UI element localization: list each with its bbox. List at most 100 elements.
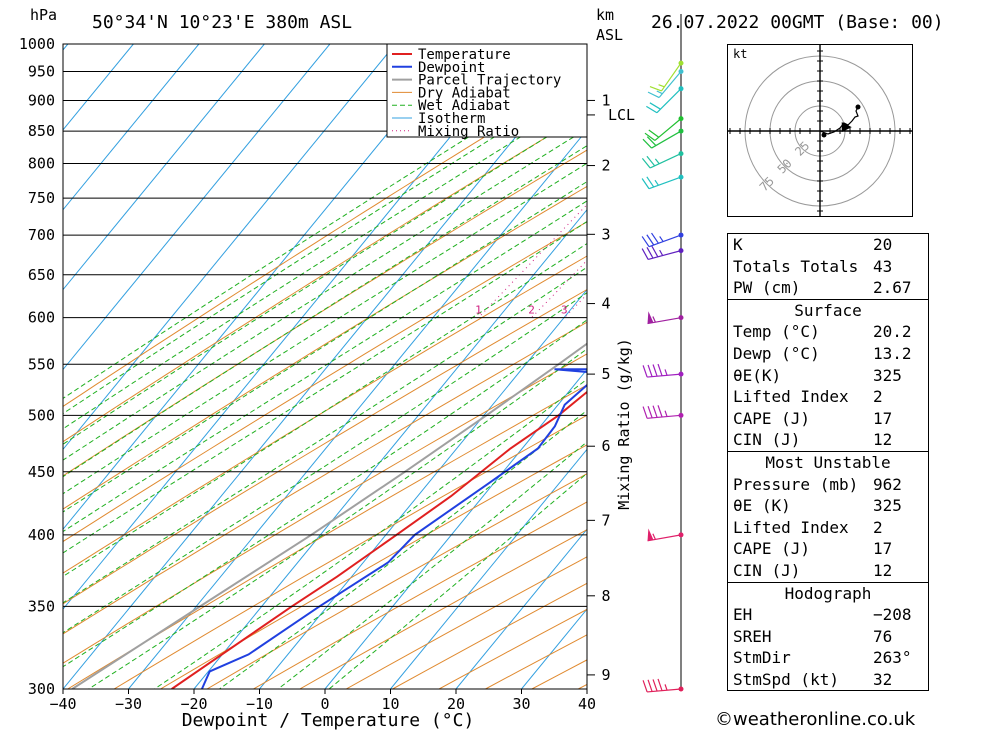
- wind-barb-full: [646, 136, 657, 146]
- section-title: Surface: [794, 300, 862, 320]
- isotherm-line: [0, 44, 2, 689]
- isotherm-line: [390, 448, 587, 689]
- param-row: StmSpd (kt) 32: [728, 669, 928, 691]
- param-row: CIN (J) 12: [728, 429, 928, 451]
- params-main: K 20 Totals Totals 43 PW (cm) 2.67: [728, 234, 928, 299]
- params-hodograph: Hodograph EH −208 SREH 76 StmDir 263° StmSpd (k…: [728, 581, 928, 691]
- wind-barb-full: [651, 232, 659, 244]
- mixing-ratio-axis-label: Mixing Ratio (g/kg): [615, 338, 633, 510]
- wet-adiabat: [88, 348, 587, 689]
- pressure-tick-label: 1000: [19, 35, 55, 53]
- param-row: CAPE (J) 17: [728, 538, 928, 560]
- wind-barb-staff: [647, 373, 682, 378]
- km-tick-label: 3: [601, 225, 610, 243]
- wind-barb: [641, 151, 684, 169]
- series-temperature: [171, 390, 587, 689]
- wind-barb-half: [656, 90, 663, 95]
- wind-barb-full: [642, 406, 648, 419]
- km-tick-label: 2: [601, 157, 610, 175]
- isotherm-line: [63, 44, 527, 610]
- param-row: Dewp (°C) 13.2: [728, 343, 928, 365]
- legend-entry: Mixing Ratio: [418, 124, 519, 140]
- wind-barb-full: [644, 132, 656, 141]
- param-row: θE(K) 325: [728, 365, 928, 387]
- wind-barb-staff: [658, 71, 682, 98]
- wind-barb-flag: [647, 528, 654, 541]
- pressure-tick-label: 600: [28, 309, 55, 327]
- wind-barb-half: [652, 316, 656, 323]
- wind-barb-staff: [651, 130, 682, 149]
- wet-adiabat: [328, 472, 587, 689]
- dry-adiabat: [113, 414, 587, 689]
- param-row: CAPE (J) 17: [728, 408, 928, 430]
- hodograph-ring-label: 75: [757, 174, 777, 194]
- wind-barb: [644, 116, 684, 141]
- wind-barb-full: [649, 102, 661, 110]
- param-value: 17: [873, 408, 893, 428]
- wind-barb-staff: [647, 317, 682, 325]
- param-value: 325: [873, 365, 902, 385]
- wind-barb-full: [641, 157, 651, 169]
- wind-barb-full: [641, 236, 650, 248]
- wet-adiabat: [63, 292, 587, 634]
- legend-box: [386, 43, 588, 138]
- datetime-title: 26.07.2022 00GMT (Base: 00): [651, 12, 944, 33]
- wind-barb: [641, 245, 684, 260]
- param-row: EH −208: [728, 604, 928, 626]
- param-key: Pressure (mb): [733, 474, 859, 494]
- dry-adiabat: [252, 501, 587, 689]
- wind-barb-full: [641, 178, 650, 190]
- param-row: CIN (J) 12: [728, 560, 928, 582]
- isotherm-line: [324, 368, 587, 689]
- param-key: Lifted Index: [733, 517, 849, 537]
- legend-entry: Dewpoint: [418, 60, 485, 76]
- isotherm-line: [63, 44, 462, 531]
- wet-adiabat: [63, 78, 587, 415]
- param-row: StmDir 263°: [728, 647, 928, 669]
- wind-barb-half: [654, 179, 659, 186]
- param-row: θE (K) 325: [728, 495, 928, 517]
- hodograph-panel: 25 50 75 kt: [727, 40, 913, 222]
- isotherm-line: [63, 44, 134, 131]
- hodograph-ring-label: 50: [775, 156, 795, 176]
- wind-barb-full: [657, 363, 663, 376]
- param-key: θE(K): [733, 365, 782, 385]
- param-value: 12: [873, 430, 893, 450]
- param-value: 2.67: [873, 278, 912, 298]
- wind-barb-half: [659, 236, 664, 242]
- isotherm-line: [63, 44, 331, 371]
- parameters-table: K 20 Totals Totals 43 PW (cm) 2.67 Surface Temp…: [727, 233, 929, 692]
- legend-entry: Wet Adiabat: [418, 98, 511, 114]
- series-dewpoint: [200, 368, 587, 689]
- hodograph-ring-label: 25: [792, 139, 812, 159]
- km-tick-label: 8: [601, 587, 610, 605]
- pressure-tick-label: 800: [28, 155, 55, 173]
- param-key: K: [733, 235, 743, 254]
- km-tick-label: 6: [601, 437, 610, 455]
- pressure-tick-label: 700: [28, 226, 55, 244]
- wind-barb-half: [659, 249, 664, 256]
- param-value: 43: [873, 256, 893, 276]
- km-unit: km: [596, 6, 615, 24]
- isotherm-line: [63, 49, 587, 689]
- param-value: 17: [873, 539, 893, 559]
- param-value: 20: [873, 235, 893, 254]
- wind-barb: [647, 68, 684, 99]
- km-tick-label: 5: [601, 365, 610, 383]
- isotherm-line: [455, 528, 587, 689]
- dry-adiabat: [63, 255, 587, 574]
- km-tick-label: 9: [601, 666, 610, 684]
- wet-adiabat: [63, 220, 587, 554]
- pressure-tick-label: 650: [28, 266, 55, 284]
- wind-barb: [647, 528, 684, 542]
- pressure-tick-label: 900: [28, 91, 55, 109]
- wind-barb-full: [647, 679, 653, 692]
- wind-barb-staff: [647, 688, 682, 693]
- param-value: 2: [873, 517, 883, 537]
- param-key: StmDir: [733, 648, 791, 668]
- wind-barb-half: [652, 533, 656, 540]
- param-value: 962: [873, 474, 902, 494]
- pressure-tick-label: 400: [28, 526, 55, 544]
- dry-adiabat: [63, 185, 587, 510]
